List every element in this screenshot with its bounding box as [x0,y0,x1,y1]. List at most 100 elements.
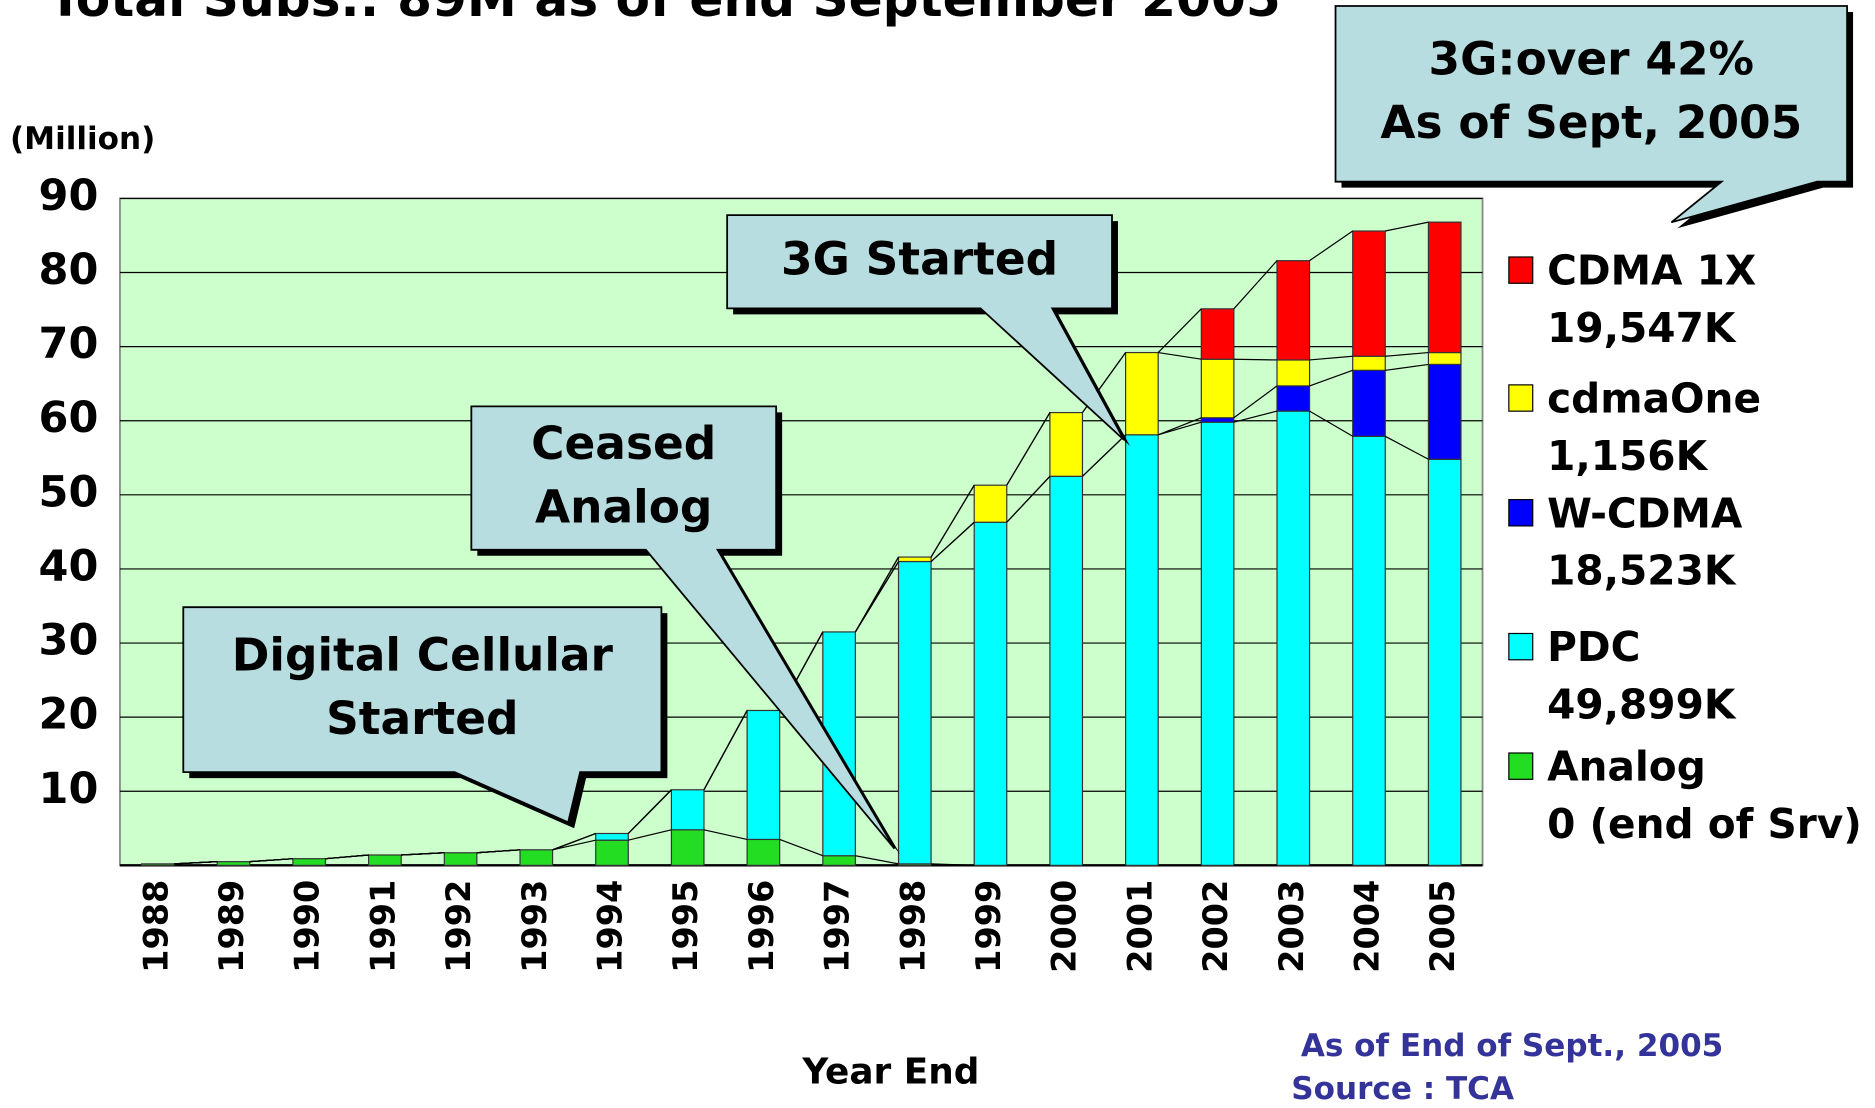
bar-segment [670,829,705,866]
series-line [1309,369,1353,387]
bar-segment [822,855,856,866]
series-line [779,838,824,857]
x-tick-label: 1995 [666,880,705,973]
legend-label: W-CDMA [1547,489,1743,537]
series-line [855,855,899,865]
series-line [1082,434,1127,477]
bar-segment [292,858,327,866]
series-line [1233,358,1278,361]
x-tick-label: 2000 [1045,880,1084,973]
series-line [249,858,293,863]
legend-label: Analog [1547,743,1706,791]
footnote: Source : TCA [1291,1071,1514,1107]
callout-text: 3G:over 42% [1429,33,1755,86]
legend-label: CDMA 1X [1547,247,1756,295]
bar-segment [1049,475,1084,866]
x-tick-label: 2003 [1272,880,1311,973]
bar-segment [973,484,1008,523]
legend-value: 18,523K [1547,547,1737,595]
series-line [1385,221,1429,232]
series-line [552,832,596,851]
series-line [1158,351,1202,360]
legend-swatch [1508,752,1534,780]
x-tick-label: 1993 [515,880,554,973]
bar-segment [897,560,932,865]
y-tick-label: 90 [39,171,99,221]
callout-text: Digital Cellular [232,628,614,681]
x-tick-label: 1988 [136,880,175,973]
bar-segment [746,838,781,866]
series-line [1157,421,1202,436]
series-line [931,863,975,866]
callout-text: As of Sept, 2005 [1380,96,1802,149]
y-tick-label: 30 [39,616,99,666]
series-line [1157,308,1202,353]
legend-swatch [1508,499,1534,527]
series-line [1157,417,1202,436]
series-line [1385,351,1429,357]
bar-segment [216,861,251,866]
series-line [1309,355,1353,361]
footnote: As of End of Sept., 2005 [1301,1028,1723,1064]
legend-value: 49,899K [1547,681,1737,729]
legend-value: 1,156K [1547,432,1709,480]
bar-segment [746,709,781,841]
series-line [1006,475,1051,523]
y-axis-label: (Million) [10,121,155,157]
bar-segment [1427,351,1462,366]
bar-segment [1276,260,1311,361]
chart-title: Total Subs.: 89M as of end September 200… [48,0,1281,28]
bar-segment [1427,363,1462,460]
x-tick-label: 1994 [590,880,629,973]
bar-segment [1276,385,1311,412]
bar-segment [140,863,175,866]
series-line [854,556,900,633]
callout: 3G:over 42% As of Sept, 2005 [1334,5,1854,229]
callout-text: Started [326,692,518,745]
legend-swatch [1508,384,1534,412]
series-line [1006,412,1051,486]
x-tick-label: 1997 [818,880,857,973]
y-tick-label: 80 [39,245,99,295]
bar-segment [1125,351,1159,436]
bar-segment [1276,410,1311,866]
x-axis-label: Year End [801,1051,979,1092]
callout: 3G Started [726,214,1130,446]
bar-segment [1200,417,1235,423]
bar-segment [670,789,705,831]
series-line [1233,385,1278,419]
x-tick-label: 2001 [1120,880,1159,973]
series-line [1233,260,1278,310]
series-line [552,839,596,851]
bar-segment [443,852,478,866]
series-line [1384,435,1429,460]
x-tick-label: 2005 [1423,880,1462,973]
x-tick-label: 1989 [212,880,251,973]
bar-segment [1352,230,1386,357]
bar-segment [1352,435,1386,866]
bar-segment [519,849,554,866]
series-line [930,484,975,558]
bar-segment [973,521,1008,866]
bar-segment [595,839,629,866]
bar-segment [1200,358,1235,419]
series-line [1309,410,1354,437]
bar-segment [1427,458,1462,866]
bar-segment [1049,411,1084,477]
legend-swatch [1508,256,1534,284]
bar-segment [1276,359,1311,387]
series-line [930,521,975,562]
callout-text: 3G Started [781,232,1058,285]
callout-box [726,214,1125,441]
y-tick-label: 40 [39,541,99,591]
y-tick-label: 60 [39,393,99,443]
callout: Ceased Analog [470,405,901,855]
bar-segment [1427,221,1462,354]
series-line [703,829,748,841]
x-tick-label: 1992 [439,880,478,973]
bar-segment [595,832,629,841]
bar-segment [1352,355,1386,371]
x-tick-label: 2004 [1347,880,1386,973]
series-line [325,854,369,860]
